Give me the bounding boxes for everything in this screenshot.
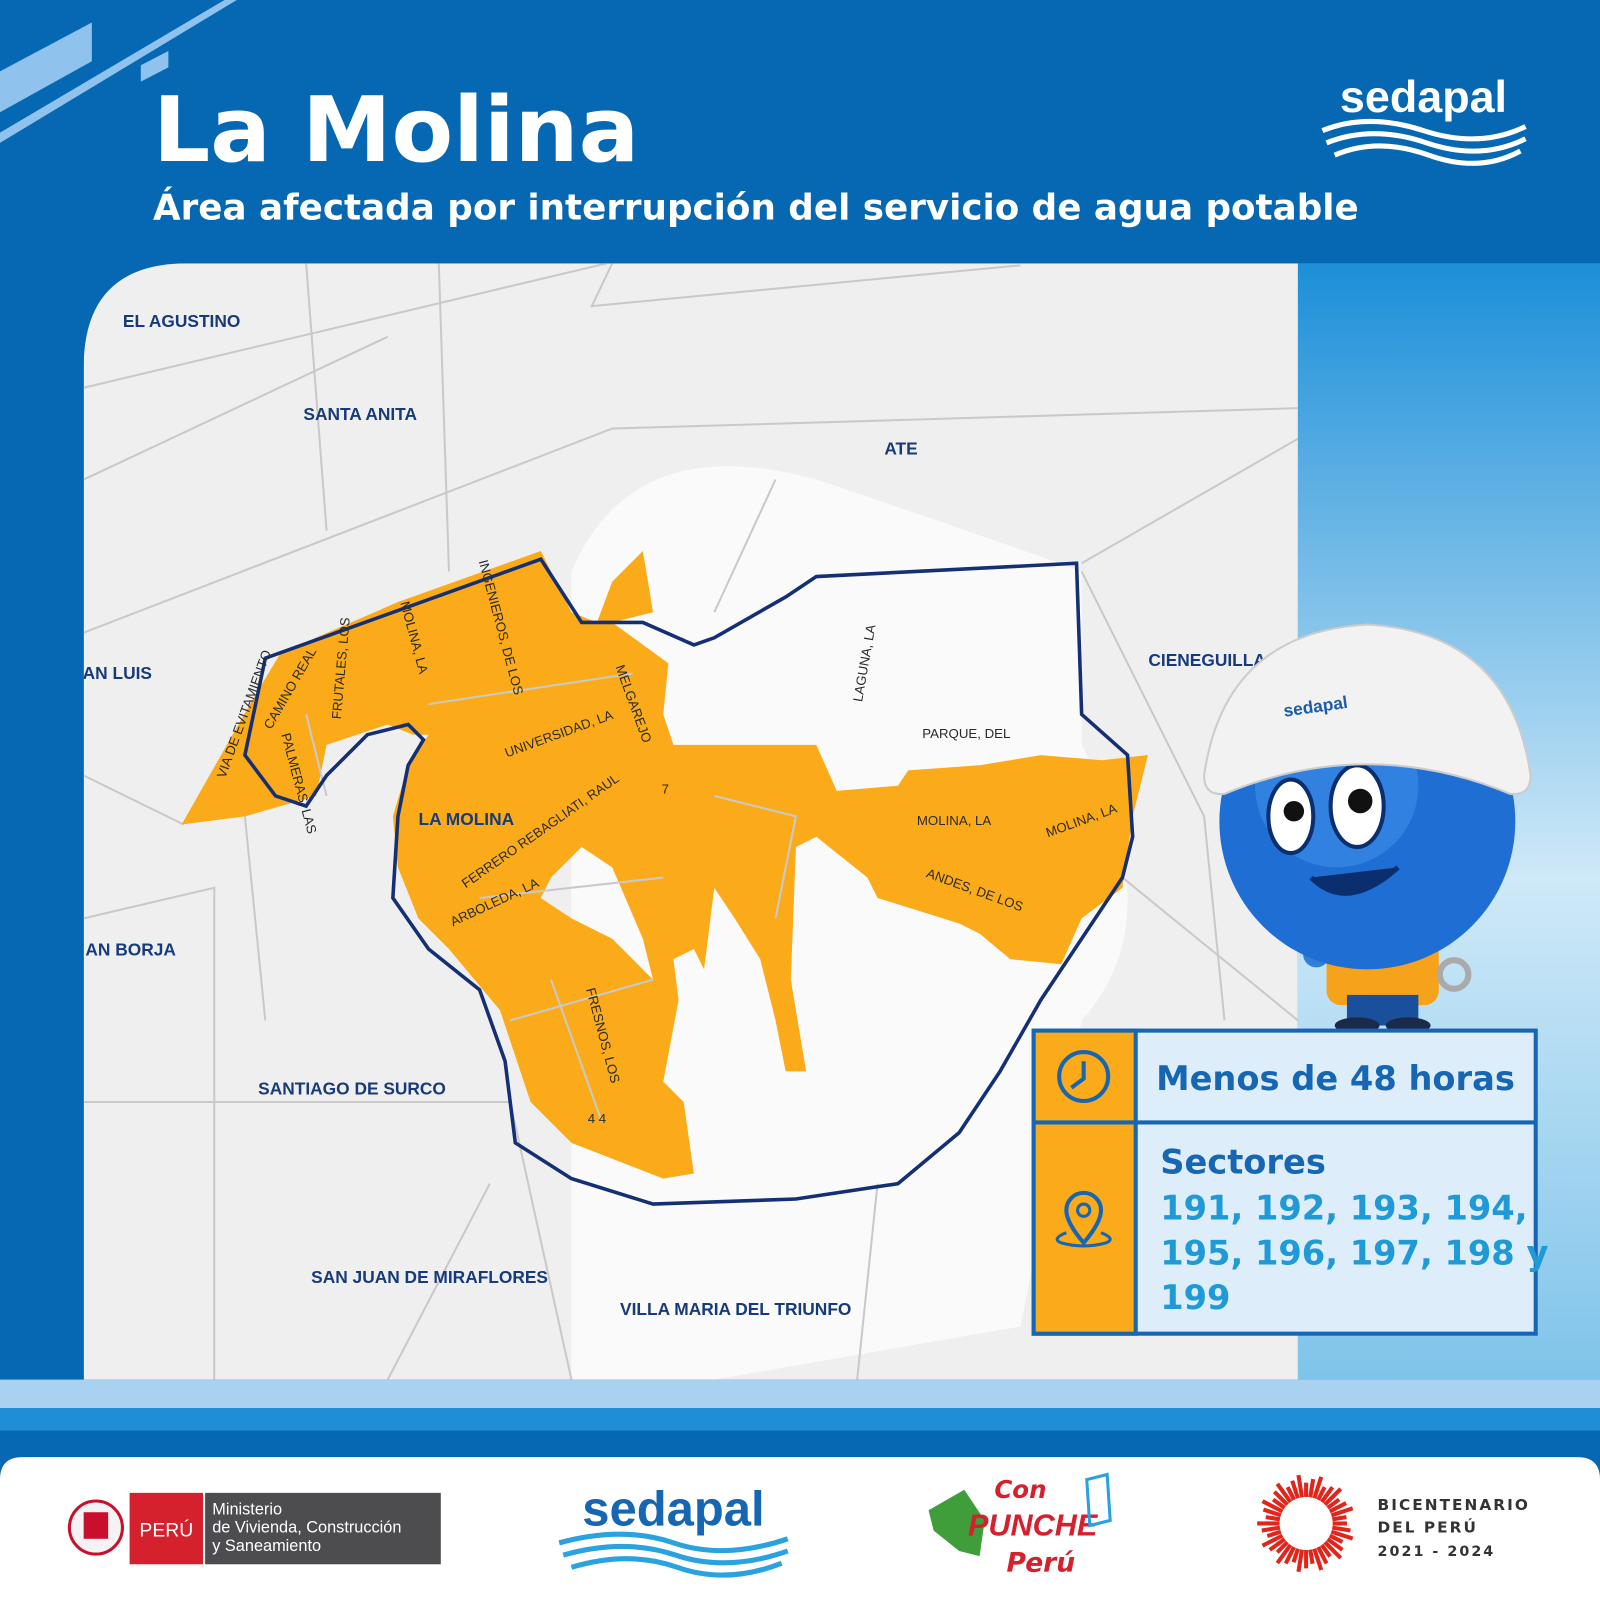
punche-line: PUNCHE [968, 1509, 1099, 1543]
sun-ray [1308, 1478, 1316, 1498]
sun-ray [1275, 1482, 1293, 1504]
sun-ray [1328, 1501, 1348, 1514]
sectors-line: 199 [1160, 1278, 1230, 1317]
street-label: PARQUE, DEL [922, 726, 1010, 741]
sun-ray [1326, 1537, 1344, 1552]
district-label: ATE [884, 439, 917, 459]
duration: Menos de 48 horas [1156, 1059, 1515, 1098]
sun-ray [1320, 1543, 1332, 1558]
stripe [0, 1379, 1600, 1409]
sun-ray [1323, 1540, 1343, 1560]
hills [571, 466, 1128, 1380]
clock-icon [1057, 1050, 1111, 1104]
sectors-line: 195, 196, 197, 198 y [1160, 1233, 1548, 1272]
area-label: LA MOLINA [419, 809, 515, 829]
punche-line: Perú [1006, 1547, 1075, 1578]
ministry-line: Ministerio [212, 1500, 282, 1518]
sun-ray [1268, 1537, 1286, 1552]
sun-ray [1271, 1497, 1286, 1510]
sun-ray [1272, 1490, 1289, 1507]
footer-sedapal: sedapal [582, 1483, 764, 1537]
affected-area [181, 551, 1148, 1179]
street-label: 7 [662, 781, 669, 796]
street-label: MOLINA, LA [917, 813, 992, 828]
sun-ray [1291, 1548, 1300, 1563]
sun-ray [1285, 1486, 1296, 1501]
sun-ray [1308, 1549, 1315, 1565]
street-label: 4 4 [588, 1111, 606, 1126]
sun-ray [1332, 1515, 1347, 1522]
district-label: SANTA ANITA [303, 404, 417, 424]
district-label: SAN JUAN DE MIRAFLORES [311, 1267, 548, 1287]
peru-label: PERÚ [139, 1519, 193, 1542]
sun-ray [1283, 1546, 1296, 1565]
sun-ray [1320, 1485, 1335, 1504]
sun-ray [1330, 1529, 1354, 1541]
location-icon [1064, 1190, 1104, 1247]
sun-ray [1328, 1533, 1344, 1544]
header-bg [0, 0, 1600, 264]
sun-ray [1265, 1515, 1281, 1522]
sun-ray [1262, 1507, 1282, 1518]
sun-ray [1275, 1540, 1289, 1554]
sectors-line: 191, 192, 193, 194, [1160, 1188, 1527, 1227]
sun-ray [1290, 1480, 1300, 1499]
sun-ray [1330, 1506, 1354, 1518]
bicentenario-line: BICENTENARIO [1378, 1496, 1530, 1514]
sun-ray [1316, 1546, 1329, 1565]
ministry-line: de Vivienda, Construcción [212, 1519, 401, 1537]
sun-ray [1312, 1548, 1324, 1571]
bicentenario-line: 2021 - 2024 [1378, 1544, 1496, 1560]
sun-ray [1312, 1476, 1324, 1499]
peru-map [928, 1489, 985, 1557]
sun-ray [1296, 1549, 1304, 1573]
footer-logos: PERÚ Ministerio de Vivienda, Construcció… [67, 1472, 1530, 1578]
sectors-title: Sectores [1160, 1142, 1326, 1181]
sun-ray [1261, 1533, 1284, 1548]
stripe [0, 1408, 1600, 1431]
sun-ray [1316, 1486, 1327, 1501]
district-label: AN BORJA [85, 940, 176, 960]
sun-ray [1261, 1525, 1281, 1533]
district-label: EL AGUSTINO [123, 311, 240, 331]
subtitle: Área afectada por interrupción del servi… [153, 186, 1359, 228]
logo-waves [1321, 118, 1527, 166]
sun-ray [1296, 1474, 1304, 1498]
bicentenario-line: DEL PERÚ [1378, 1518, 1478, 1537]
district-label: AN LUIS [83, 663, 152, 683]
punche-line: Con [994, 1475, 1046, 1504]
sun-ray [1261, 1499, 1284, 1514]
district-label: CIENEGUILLA [1148, 650, 1266, 670]
header-logo: sedapal [1340, 71, 1507, 122]
decor [0, 0, 237, 143]
district-boundary [242, 557, 1135, 1206]
stripe [0, 1430, 1600, 1462]
sun-ray [1275, 1543, 1293, 1565]
bicentenario-sun [1257, 1474, 1354, 1573]
district-label: SANTIAGO DE SURCO [258, 1078, 446, 1098]
sun-ray [1323, 1487, 1343, 1507]
info-box: Menos de 48 horas Sectores 191, 192, 193… [1031, 1028, 1548, 1336]
sun-ray [1266, 1529, 1282, 1539]
sun-ray [1332, 1525, 1351, 1533]
sun-ray [1326, 1497, 1341, 1510]
ministry-line: y Saneamiento [212, 1537, 321, 1555]
mascot: sedapal [1203, 623, 1532, 1034]
district-label: VILLA MARIA DEL TRIUNFO [620, 1299, 851, 1319]
title: La Molina [153, 79, 639, 183]
